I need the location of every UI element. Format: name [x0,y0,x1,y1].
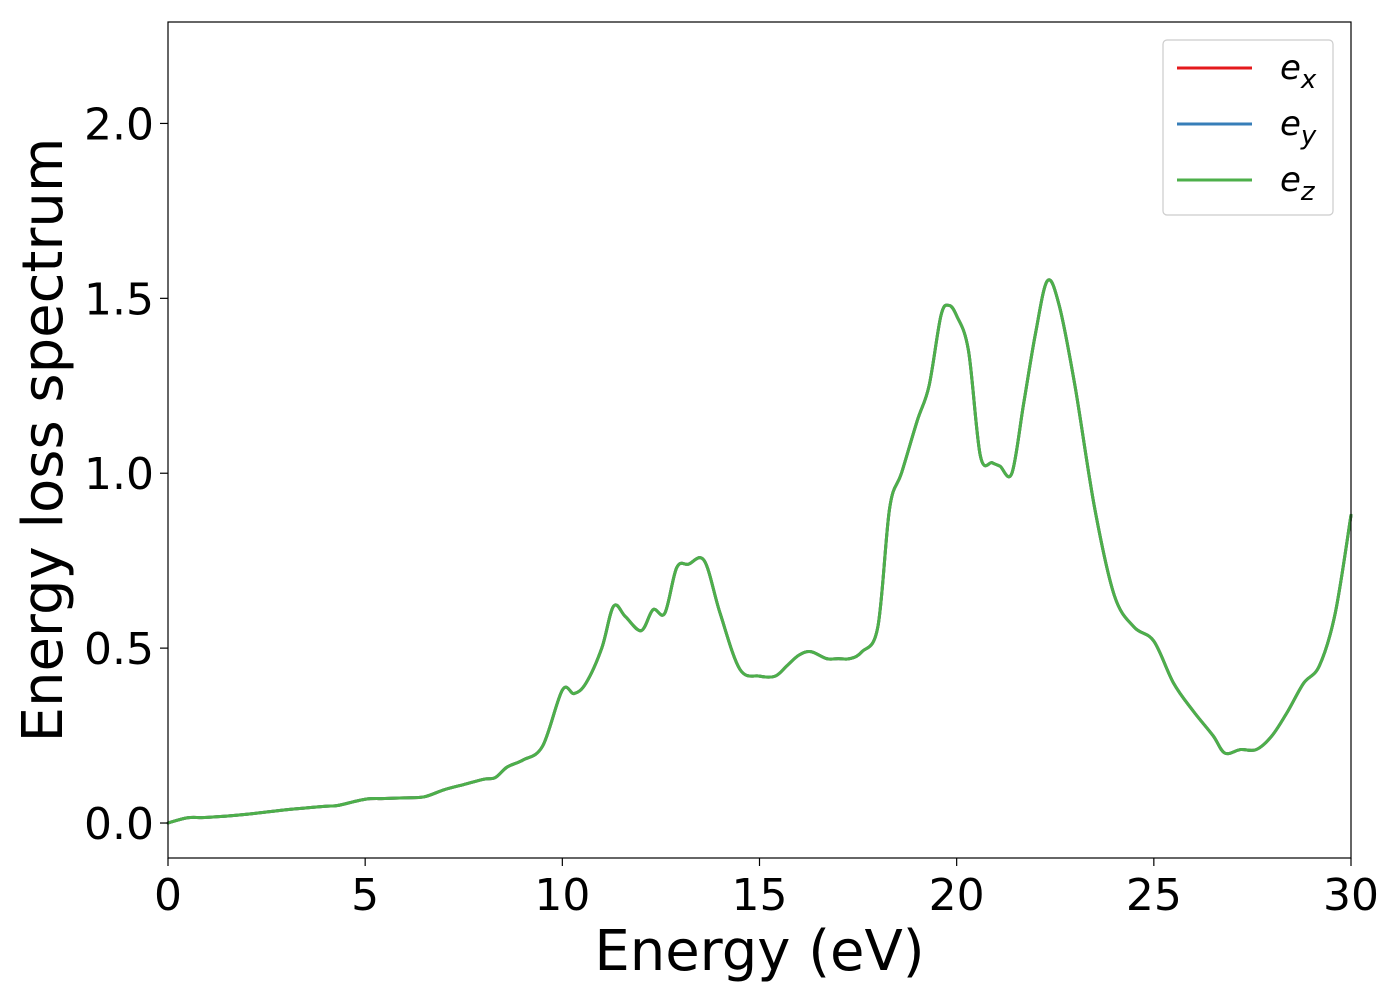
legend-box [1162,39,1334,216]
series-line-e-x [166,278,1353,825]
x-tick-label: 20 [929,870,985,921]
ticks-layer: 0 5 10 15 20 25 30 0.0 0.5 1.0 1.5 2.0 [84,99,1379,921]
legend-label-e-y: ey [1280,104,1317,151]
x-tick-label: 5 [351,870,379,921]
x-tick-label: 15 [732,870,788,921]
legend-label-base: e [1280,104,1301,144]
y-tick-label: 0.0 [84,799,154,850]
y-tick-label: 1.5 [84,274,154,325]
x-tick-label: 10 [534,870,590,921]
y-tick-label: 0.5 [84,624,154,675]
x-tick-label: 30 [1323,870,1379,921]
x-tick-label: 25 [1126,870,1182,921]
series-layer [166,278,1353,825]
series-line-e-y [166,278,1353,825]
legend-label-base: e [1280,160,1301,200]
legend-label-e-x: ex [1280,48,1317,95]
legend-label-base: e [1280,48,1301,88]
legend-label-sub: z [1300,177,1316,207]
y-tick-label: 2.0 [84,99,154,150]
legend-label-e-z: ez [1280,160,1316,207]
y-axis-label: Energy loss spectrum [11,138,76,743]
series-line-e-z [166,278,1353,825]
x-axis-label: Energy (eV) [594,919,924,984]
legend-label-sub: x [1300,65,1317,95]
legend-label-sub: y [1300,121,1317,151]
x-tick-label: 0 [154,870,182,921]
y-tick-label: 1.0 [84,449,154,500]
